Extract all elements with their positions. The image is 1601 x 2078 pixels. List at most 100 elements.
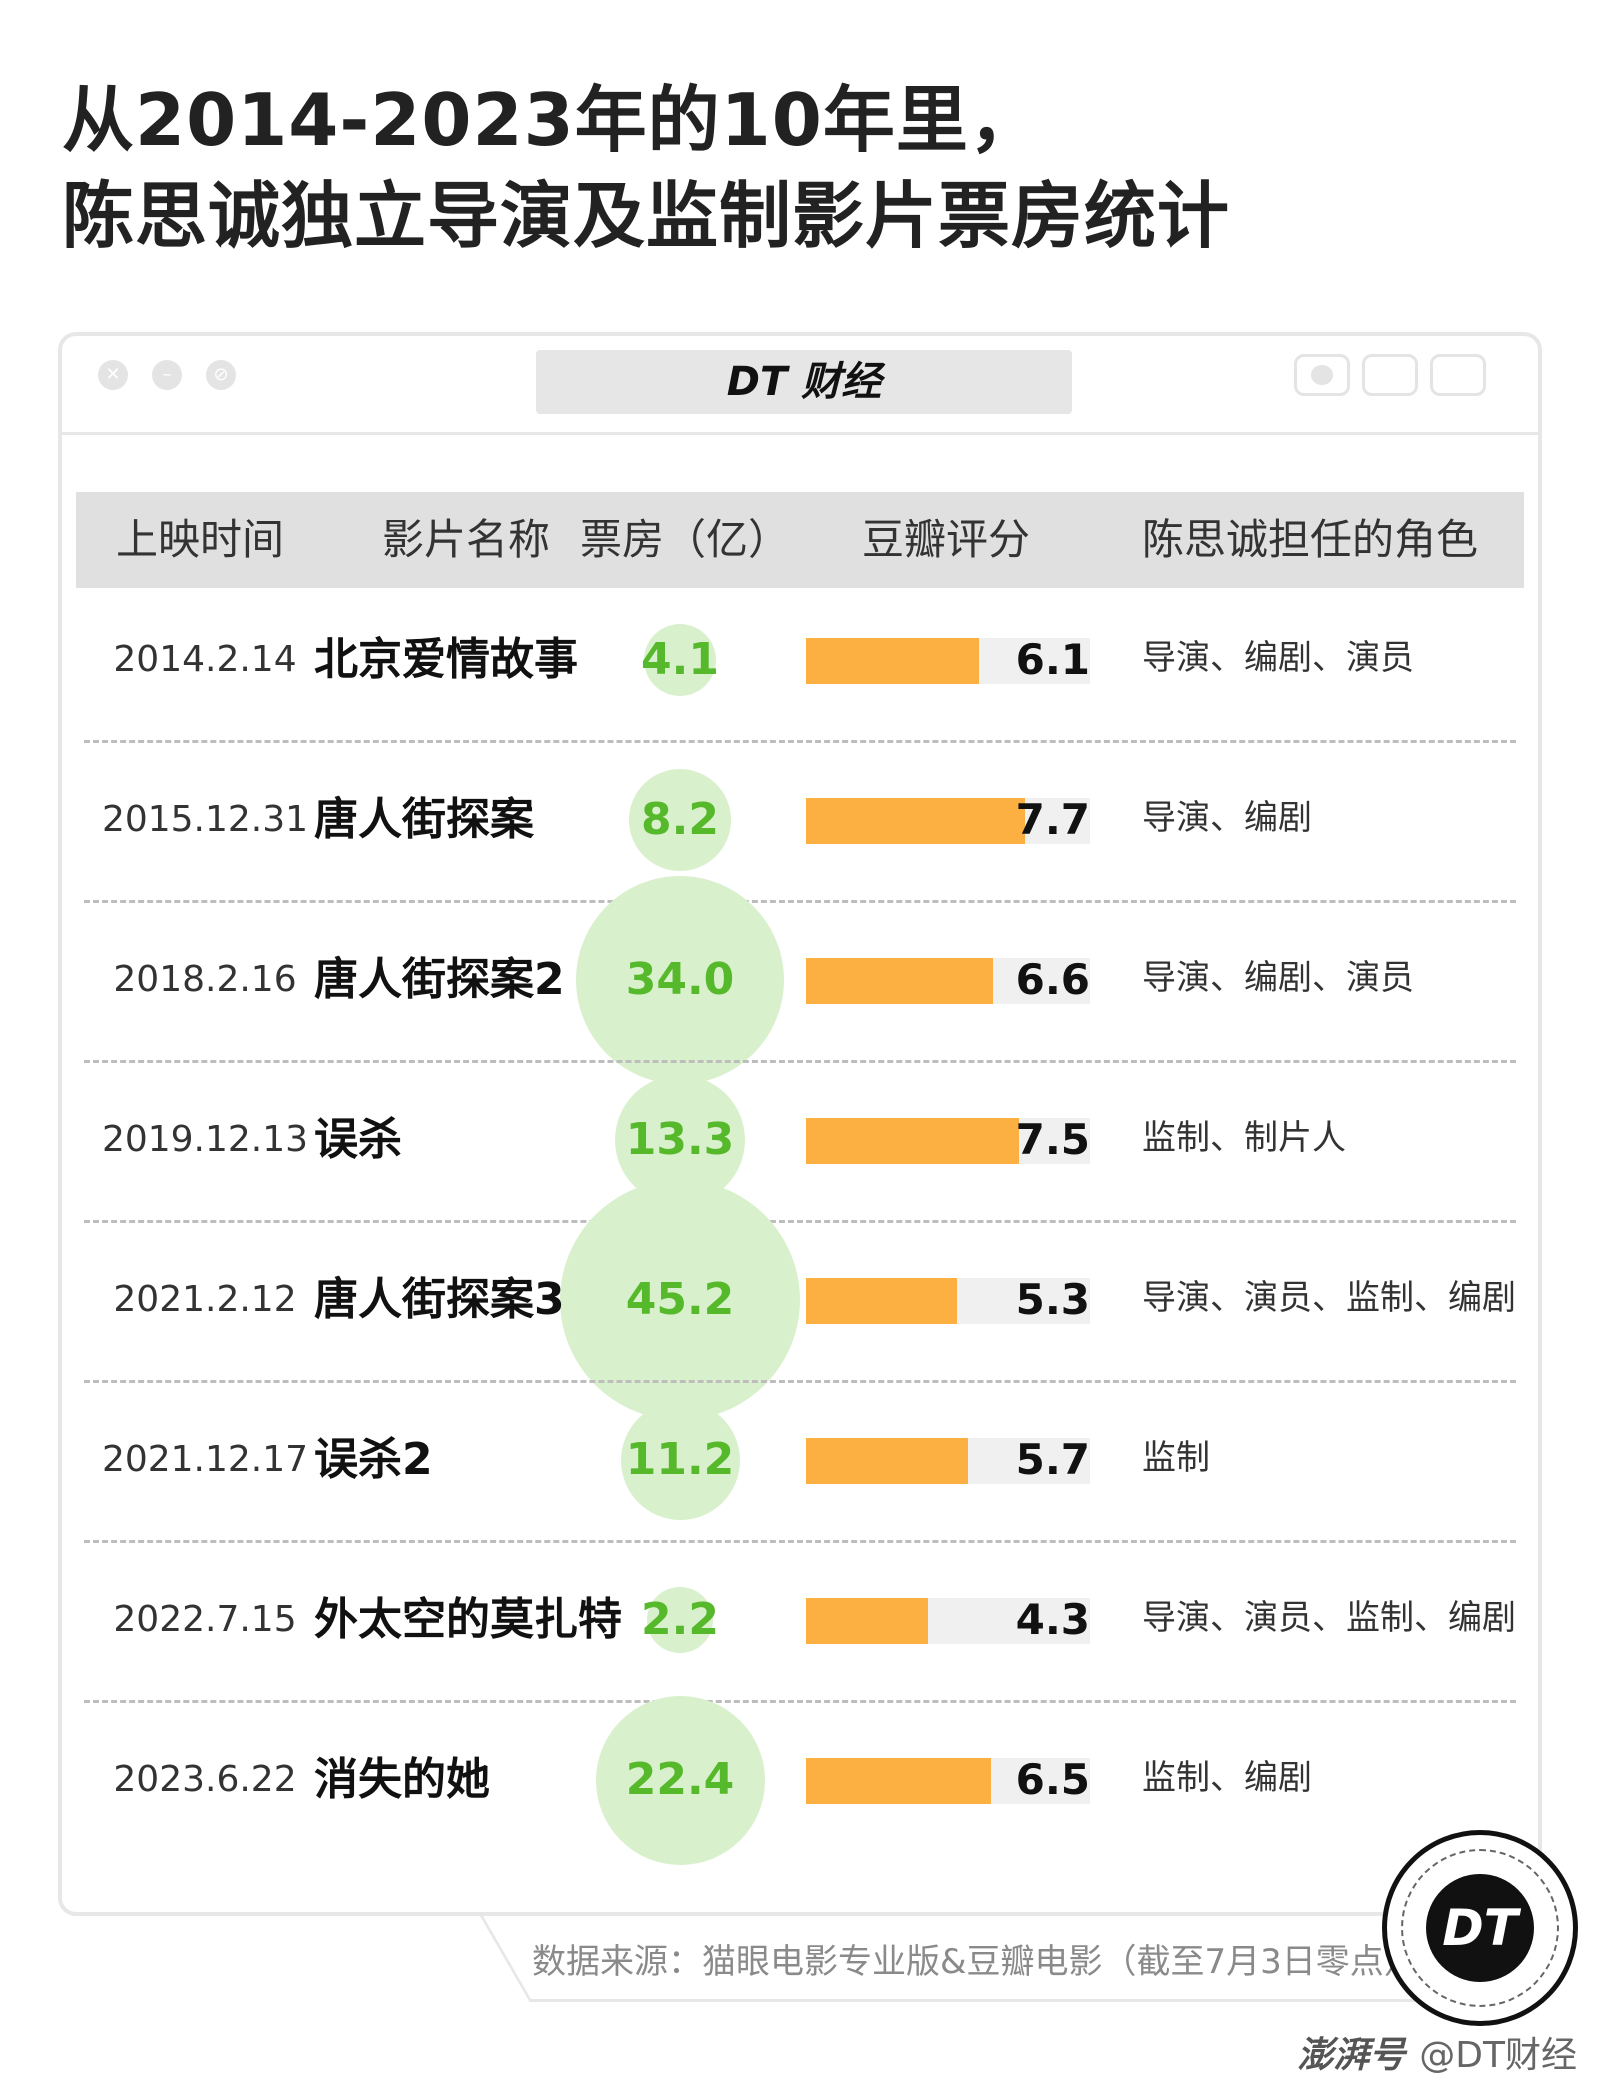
box-office-value: 11.2 bbox=[625, 1434, 735, 1485]
table-row: 2019.12.13 误杀 13.3 7.5 监制、制片人 bbox=[0, 1060, 1601, 1220]
film-name: 北京爱情故事 bbox=[314, 634, 578, 685]
film-name: 唐人街探案 bbox=[314, 794, 534, 845]
brand-tab: DT 财经 bbox=[536, 350, 1072, 414]
data-source: 数据来源：猫眼电影专业版&豆瓣电影（截至7月3日零点） bbox=[532, 1942, 1418, 1982]
douban-score: 5.7 bbox=[1015, 1435, 1090, 1484]
score-track bbox=[806, 638, 1090, 684]
role-text: 监制、制片人 bbox=[1142, 1118, 1346, 1158]
box-office-value: 13.3 bbox=[625, 1114, 735, 1165]
table-row: 2023.6.22 消失的她 22.4 6.5 监制、编剧 bbox=[0, 1695, 1601, 1865]
score-bar bbox=[806, 1438, 968, 1484]
header-role: 陈思诚担任的角色 bbox=[1142, 515, 1479, 564]
window-frame: ✕ – ⊘ DT 财经 bbox=[58, 332, 1542, 1916]
copy-icon[interactable] bbox=[1430, 354, 1486, 396]
douban-score: 6.6 bbox=[1015, 955, 1090, 1004]
release-date: 2018.2.16 bbox=[113, 959, 297, 1000]
table-row: 2021.2.12 唐人街探案3 45.2 5.3 导演、演员、监制、编剧 bbox=[0, 1180, 1601, 1420]
row-separator bbox=[84, 740, 1516, 743]
film-name: 唐人街探案3 bbox=[314, 1274, 565, 1325]
row-separator bbox=[84, 1220, 1516, 1223]
box-office-bubble bbox=[644, 624, 716, 696]
box-office-value: 2.2 bbox=[641, 1594, 719, 1645]
role-text: 导演、编剧、演员 bbox=[1142, 638, 1414, 678]
box-office-value: 8.2 bbox=[641, 794, 719, 845]
score-bar bbox=[806, 798, 1025, 844]
credit-account: @DT财经 bbox=[1419, 2035, 1577, 2076]
douban-score: 4.3 bbox=[1015, 1595, 1090, 1644]
douban-score: 5.3 bbox=[1015, 1275, 1090, 1324]
row-separator bbox=[84, 1540, 1516, 1543]
credit: 澎湃号 @DT财经 bbox=[1297, 2026, 1577, 2078]
release-date: 2014.2.14 bbox=[113, 639, 297, 680]
release-date: 2015.12.31 bbox=[101, 799, 309, 840]
title-line-2: 陈思诚独立导演及监制影片票房统计 bbox=[62, 174, 1231, 258]
score-bar bbox=[806, 1598, 928, 1644]
score-track bbox=[806, 1758, 1090, 1804]
table-row: 2018.2.16 唐人街探案2 34.0 6.6 导演、编剧、演员 bbox=[0, 876, 1601, 1084]
score-bar bbox=[806, 1758, 991, 1804]
record-icon[interactable] bbox=[1294, 354, 1350, 396]
score-track bbox=[806, 1598, 1090, 1644]
film-name: 外太空的莫扎特 bbox=[314, 1594, 622, 1645]
row-separator bbox=[84, 1380, 1516, 1383]
role-text: 导演、编剧 bbox=[1142, 798, 1312, 838]
box-office-bubble bbox=[595, 1695, 765, 1865]
row-separator bbox=[84, 1060, 1516, 1063]
close-icon[interactable]: ✕ bbox=[98, 360, 128, 390]
title-line-1: 从2014-2023年的10年里， bbox=[62, 78, 1042, 162]
share-icon[interactable] bbox=[1362, 354, 1418, 396]
score-track bbox=[806, 1278, 1090, 1324]
score-bar bbox=[806, 638, 979, 684]
role-text: 监制、编剧 bbox=[1142, 1758, 1312, 1798]
douban-score: 7.5 bbox=[1015, 1115, 1090, 1164]
table-row: 2014.2.14 北京爱情故事 4.1 6.1 导演、编剧、演员 bbox=[0, 580, 1601, 740]
box-office-value: 4.1 bbox=[641, 634, 719, 685]
row-separator bbox=[84, 1700, 1516, 1703]
box-office-value: 34.0 bbox=[625, 954, 735, 1005]
release-date: 2021.12.17 bbox=[101, 1439, 309, 1480]
score-bar bbox=[806, 958, 993, 1004]
block-icon[interactable]: ⊘ bbox=[206, 360, 236, 390]
role-text: 导演、演员、监制、编剧 bbox=[1142, 1278, 1516, 1318]
minimize-icon[interactable]: – bbox=[152, 360, 182, 390]
header-score: 豆瓣评分 bbox=[862, 515, 1031, 564]
film-name: 误杀 bbox=[314, 1114, 402, 1165]
table-row: 2022.7.15 外太空的莫扎特 2.2 4.3 导演、演员、监制、编剧 bbox=[0, 1540, 1601, 1700]
film-name: 消失的她 bbox=[314, 1754, 490, 1805]
dt-logo: DT bbox=[1382, 1830, 1578, 2026]
release-date: 2022.7.15 bbox=[113, 1599, 297, 1640]
film-name: 误杀2 bbox=[314, 1434, 433, 1485]
douban-score: 6.5 bbox=[1015, 1755, 1090, 1804]
score-bar bbox=[806, 1118, 1019, 1164]
box-office-value: 45.2 bbox=[625, 1274, 735, 1325]
table-header: 上映时间 影片名称 票房（亿） 豆瓣评分 陈思诚担任的角色 bbox=[76, 492, 1524, 588]
dt-logo-mark: DT bbox=[1426, 1874, 1534, 1982]
table-row: 2015.12.31 唐人街探案 8.2 7.7 导演、编剧 bbox=[0, 740, 1601, 900]
score-bar bbox=[806, 1278, 957, 1324]
score-track bbox=[806, 798, 1090, 844]
header-date: 上映时间 bbox=[116, 515, 285, 564]
film-name: 唐人街探案2 bbox=[314, 954, 565, 1005]
box-office-bubble bbox=[576, 876, 784, 1084]
box-office-bubble bbox=[620, 1400, 740, 1520]
score-track bbox=[806, 958, 1090, 1004]
score-track bbox=[806, 1438, 1090, 1484]
release-date: 2023.6.22 bbox=[113, 1759, 297, 1800]
douban-score: 7.7 bbox=[1015, 795, 1090, 844]
row-separator bbox=[84, 900, 1516, 903]
role-text: 导演、演员、监制、编剧 bbox=[1142, 1598, 1516, 1638]
role-text: 导演、编剧、演员 bbox=[1142, 958, 1414, 998]
credit-platform: 澎湃号 bbox=[1297, 2035, 1406, 2076]
release-date: 2019.12.13 bbox=[101, 1119, 309, 1160]
release-date: 2021.2.12 bbox=[113, 1279, 297, 1320]
role-text: 监制 bbox=[1142, 1438, 1210, 1478]
table-row: 2021.12.17 误杀2 11.2 5.7 监制 bbox=[0, 1380, 1601, 1540]
box-office-bubble bbox=[647, 1587, 713, 1653]
douban-score: 6.1 bbox=[1015, 635, 1090, 684]
box-office-bubble bbox=[629, 769, 731, 871]
header-box: 票房（亿） bbox=[580, 515, 791, 564]
header-film: 影片名称 bbox=[382, 515, 551, 564]
chart-title: 从2014-2023年的10年里， 陈思诚独立导演及监制影片票房统计 bbox=[62, 72, 1230, 264]
window-titlebar: ✕ – ⊘ DT 财经 bbox=[62, 336, 1538, 435]
box-office-value: 22.4 bbox=[625, 1754, 735, 1805]
